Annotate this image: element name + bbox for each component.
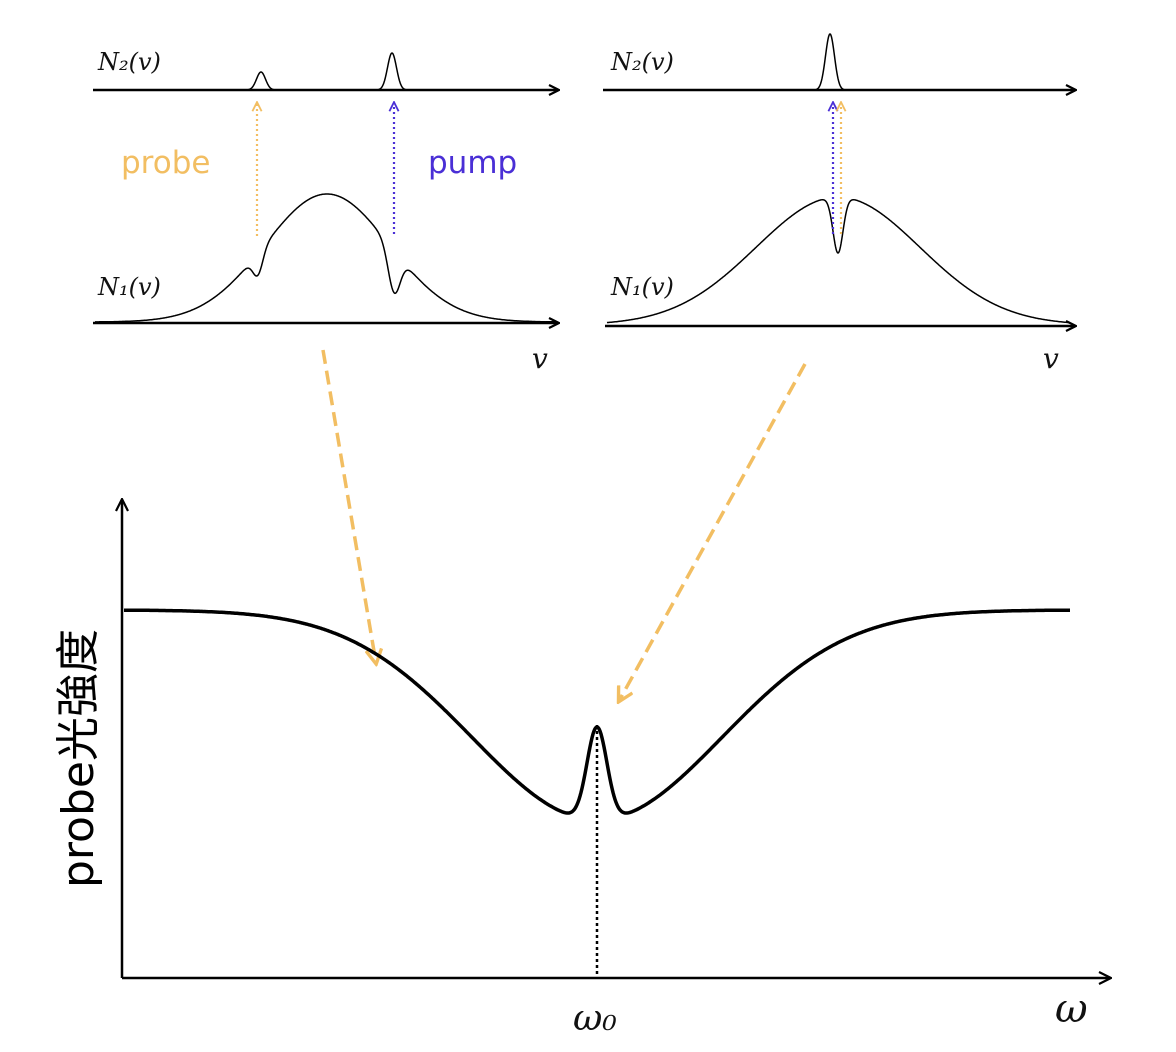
spectrum-y-axis-label: probe光強度 <box>53 629 104 888</box>
right-lower-level-curve <box>606 198 1071 324</box>
center-frequency-label: ω₀ <box>573 998 617 1039</box>
right-v-axis-label: v <box>1043 342 1059 375</box>
right-to-spectrum-arrow <box>619 363 807 701</box>
right-lower-level-label: N₁(v) <box>610 273 674 301</box>
left-to-spectrum-arrow <box>321 349 376 663</box>
right-upper-level-label: N₂(v) <box>610 48 674 76</box>
left-panel: N₂(v) N₁(v) v probe pump <box>93 48 558 375</box>
right-panel: N₂(v) N₁(v) v <box>603 33 1075 375</box>
pump-label: pump <box>428 145 517 181</box>
left-upper-level-label: N₂(v) <box>97 48 161 76</box>
spectrum-curve <box>124 608 1070 815</box>
left-lower-level-curve <box>95 193 556 323</box>
spectrum-x-axis-label: ω <box>1055 986 1088 1032</box>
left-v-axis-label: v <box>532 342 548 375</box>
right-upper-level-curve <box>607 33 1070 91</box>
left-lower-level-label: N₁(v) <box>97 273 161 301</box>
probe-label: probe <box>121 145 210 181</box>
probe-spectrum: ω₀ ω probe光強度 <box>53 500 1110 1039</box>
left-upper-level-curve <box>95 52 555 91</box>
